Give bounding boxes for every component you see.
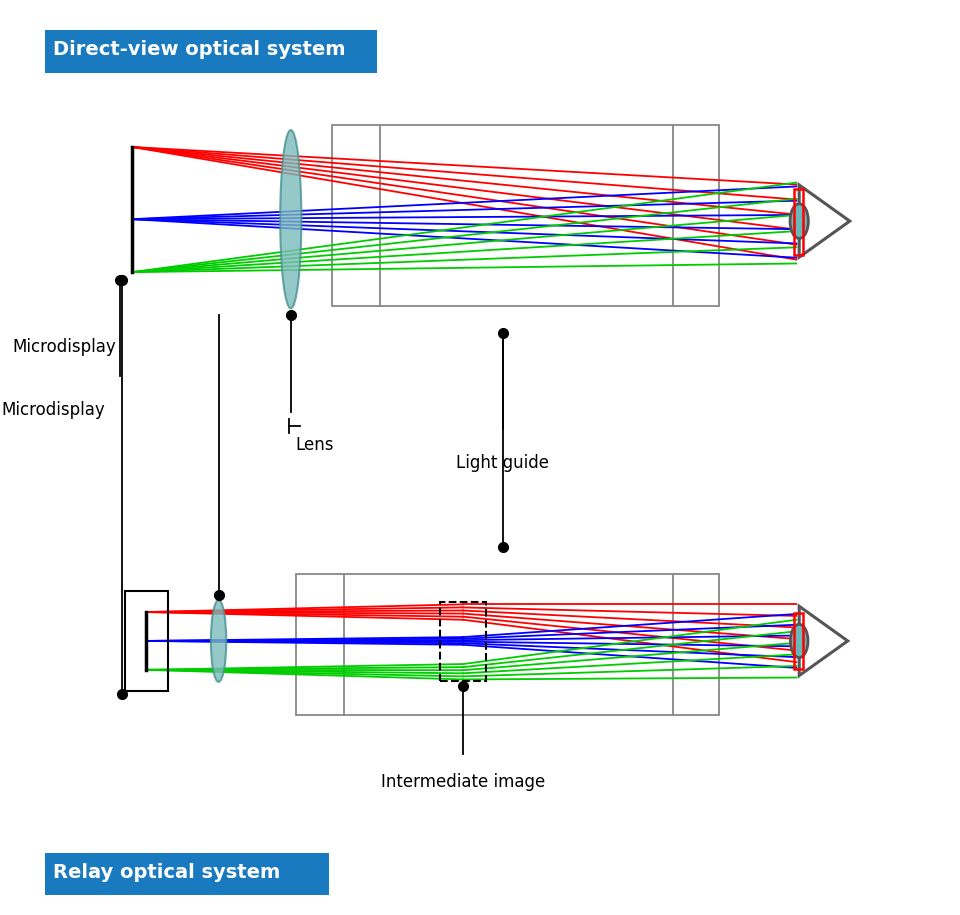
Text: Microdisplay: Microdisplay — [1, 401, 105, 419]
Ellipse shape — [211, 600, 227, 682]
Ellipse shape — [280, 130, 301, 308]
Text: Microdisplay: Microdisplay — [12, 339, 116, 356]
Bar — [332, 124, 719, 306]
Ellipse shape — [790, 204, 808, 239]
Bar — [296, 574, 719, 716]
Text: Intermediate image: Intermediate image — [381, 773, 545, 791]
Bar — [440, 602, 487, 682]
Ellipse shape — [790, 624, 808, 658]
FancyBboxPatch shape — [45, 30, 377, 73]
Bar — [794, 189, 804, 254]
Bar — [125, 591, 168, 691]
FancyBboxPatch shape — [45, 853, 329, 895]
Bar — [794, 613, 804, 669]
Text: Lens: Lens — [296, 436, 334, 455]
Text: Direct-view optical system: Direct-view optical system — [53, 40, 346, 59]
Text: Relay optical system: Relay optical system — [53, 863, 280, 881]
Text: Light guide: Light guide — [456, 454, 549, 472]
